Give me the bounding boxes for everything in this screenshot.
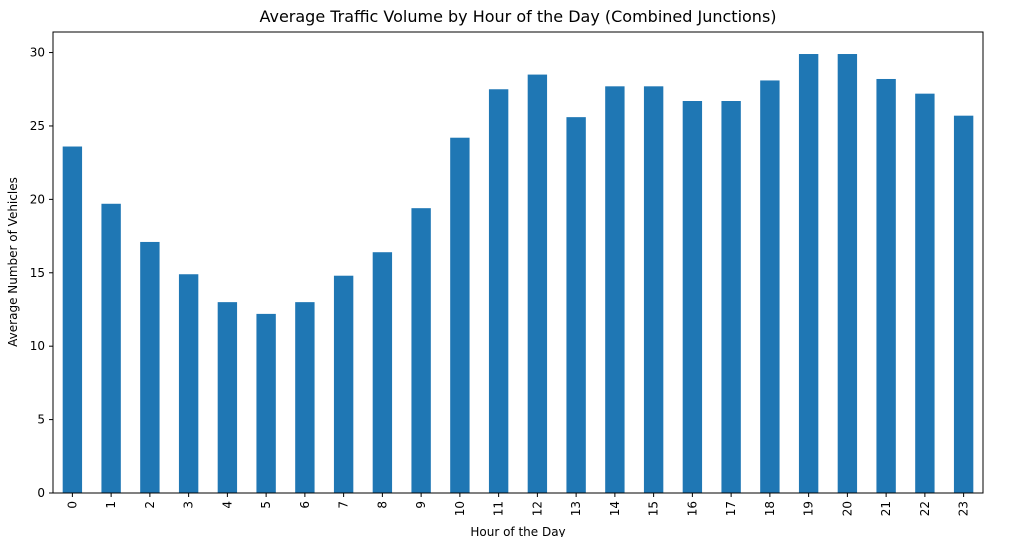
bar-hour-20 <box>837 54 858 494</box>
x-axis-label: Hour of the Day <box>470 525 565 537</box>
y-tick-label: 10 <box>30 339 45 353</box>
bar-hour-17 <box>721 101 741 493</box>
bar-hour-15 <box>643 86 664 493</box>
x-tick-label: 21 <box>879 501 893 516</box>
x-tick-label: 0 <box>65 501 79 509</box>
bar-hour-16 <box>682 101 703 493</box>
bar-hour-3 <box>178 274 199 493</box>
x-tick-label: 15 <box>647 501 661 516</box>
y-tick-label: 25 <box>30 119 45 133</box>
x-tick-label: 23 <box>957 501 971 516</box>
bar-hour-6 <box>295 302 315 493</box>
x-tick-label: 22 <box>918 501 932 516</box>
bar-hour-0 <box>62 146 83 493</box>
x-tick-label: 1 <box>104 501 118 509</box>
x-tick-label: 6 <box>298 501 312 509</box>
x-tick-label: 3 <box>182 501 196 509</box>
x-tick-label: 8 <box>375 501 389 509</box>
x-tick-label: 13 <box>569 501 583 516</box>
bar-hour-8 <box>372 252 393 493</box>
bar-hour-18 <box>760 80 780 493</box>
bar-hour-9 <box>411 208 431 493</box>
x-tick-label: 2 <box>143 501 157 509</box>
bar-hour-7 <box>333 275 354 493</box>
bar-hour-5 <box>256 313 276 493</box>
x-tick-label: 14 <box>608 501 622 516</box>
bar-hour-23 <box>953 115 974 494</box>
bar-hour-10 <box>450 137 470 493</box>
y-tick-label: 30 <box>30 46 45 60</box>
bar-hour-22 <box>915 93 935 493</box>
y-tick-label: 5 <box>37 413 45 427</box>
bars-group <box>62 54 974 494</box>
x-tick-label: 19 <box>802 501 816 516</box>
x-tick-label: 11 <box>492 501 506 516</box>
x-tick-label: 16 <box>685 501 699 516</box>
x-tick-label: 7 <box>337 501 351 509</box>
bar-hour-2 <box>140 241 160 493</box>
bar-hour-4 <box>217 302 238 493</box>
bar-hour-12 <box>527 74 548 493</box>
bar-hour-1 <box>101 203 121 493</box>
y-tick-label: 15 <box>30 266 45 280</box>
bar-hour-21 <box>876 78 896 493</box>
y-axis-ticks: 0 5 10 15 20 25 30 <box>30 46 53 500</box>
x-tick-label: 12 <box>530 501 544 516</box>
x-tick-label: 20 <box>840 501 854 516</box>
x-tick-label: 5 <box>259 501 273 509</box>
bar-hour-19 <box>798 54 819 494</box>
x-tick-label: 4 <box>220 501 234 509</box>
x-tick-label: 9 <box>414 501 428 509</box>
plot-frame <box>52 31 984 494</box>
x-tick-label: 18 <box>763 501 777 516</box>
chart-title: Average Traffic Volume by Hour of the Da… <box>259 7 776 26</box>
y-tick-label: 0 <box>37 486 45 500</box>
bar-hour-13 <box>566 117 586 494</box>
bar-hour-11 <box>488 89 509 493</box>
x-tick-label: 17 <box>724 501 738 516</box>
bar-hour-14 <box>605 86 625 493</box>
x-tick-label: 10 <box>453 501 467 516</box>
y-axis-label: Average Number of Vehicles <box>6 177 20 347</box>
y-tick-label: 20 <box>30 192 45 206</box>
x-axis-ticks: 0 1 2 3 4 5 6 7 8 9 10 11 12 13 14 15 16 17 18 19 20 21 22 23 <box>65 493 971 516</box>
